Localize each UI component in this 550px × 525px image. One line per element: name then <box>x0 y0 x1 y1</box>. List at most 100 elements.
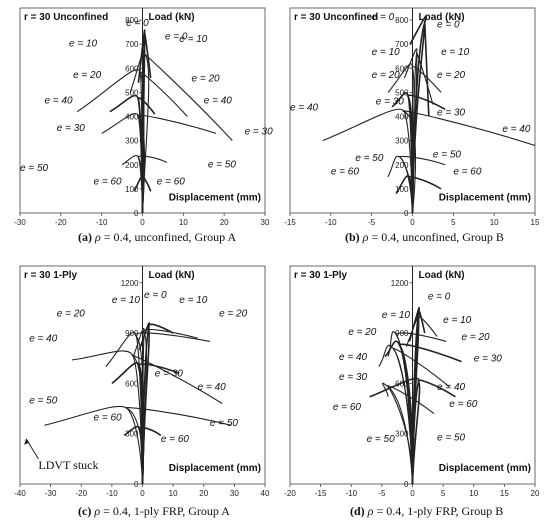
chart-panel-c: -40 -30 -20 -10 0 10 20 30 40 0 300 600 900 1200 r = 3… <box>14 258 280 498</box>
curve-label: e = 60 <box>333 402 362 413</box>
y-axis-label: Load (kN) <box>419 12 465 23</box>
y-tick-label: 300 <box>395 137 409 146</box>
x-axis-label: Displacement (mm) <box>169 463 261 474</box>
x-tick-label: -10 <box>345 489 357 498</box>
x-tick-label: 10 <box>179 218 188 227</box>
curve-label: e = 30 <box>437 107 466 118</box>
y-tick-label: 0 <box>134 480 139 489</box>
x-tick-label: 40 <box>261 489 270 498</box>
curve-label: e = 20 <box>57 308 86 319</box>
chart-c: -40 -30 -20 -10 0 10 20 30 40 0 300 600 900 1200 r = 3… <box>14 265 270 498</box>
curve-label: e = 0 <box>437 19 460 30</box>
series-line <box>395 175 414 214</box>
series-line <box>402 110 536 214</box>
curve-label: e = 50 <box>210 418 239 429</box>
caption-a: (a) ρ = 0.4, unconfined, Group A <box>78 230 236 245</box>
caption-d-text: = 0.4, 1-ply FRP, Group B <box>373 504 504 518</box>
chart-panel-a: -30 -20 -10 0 10 20 30 0 100 200 300 400 500 600 700 80… <box>14 0 280 240</box>
curve-label: e = 10 <box>179 34 208 45</box>
series-line <box>378 344 414 485</box>
x-tick-label: 5 <box>441 489 446 498</box>
annotation-text: LDVT stuck <box>38 458 98 472</box>
series-line <box>141 328 198 485</box>
x-tick-label: 10 <box>169 489 178 498</box>
x-tick-label: 20 <box>220 218 229 227</box>
curve-label: e = 40 <box>339 352 368 363</box>
caption-c-symbol: ρ <box>94 504 101 518</box>
annotation-arrowhead <box>24 438 30 445</box>
x-tick-label: -10 <box>96 218 108 227</box>
x-tick-label: 20 <box>531 489 540 498</box>
curve-label: e = 10 <box>372 47 401 58</box>
curve-label: e = 30 <box>155 369 184 380</box>
curve-label: e = 0 <box>126 18 149 29</box>
y-tick-label: 100 <box>395 185 409 194</box>
chart-panel-d: -20 -15 -10 -5 0 5 10 15 20 0 300 600 900 1200 r = 30 … <box>284 258 550 498</box>
curve-label: e = 0 <box>165 31 188 42</box>
curve-label: e = 30 <box>339 372 368 383</box>
curve-label: e = 30 <box>57 123 86 134</box>
x-tick-label: 30 <box>230 489 239 498</box>
y-tick-label: 500 <box>395 88 409 97</box>
curve-label: e = 50 <box>355 153 384 164</box>
x-tick-label: -10 <box>325 218 337 227</box>
x-tick-label: 0 <box>410 218 415 227</box>
x-tick-label: 15 <box>531 218 540 227</box>
curve-label: e = 20 <box>192 74 221 85</box>
chart-b: -15 -10 -5 0 5 10 15 0 100 200 300 400 500 600 700 800 r… <box>284 7 540 227</box>
curve-label: e = 40 <box>29 333 58 344</box>
curve-label: e = 50 <box>437 432 466 443</box>
chart-title: r = 30 1-Ply <box>294 270 348 281</box>
curve-label: e = 60 <box>157 177 186 188</box>
x-tick-label: -15 <box>315 489 327 498</box>
caption-d-symbol: ρ <box>367 504 374 518</box>
chart-title: r = 30 1-Ply <box>24 270 78 281</box>
curve-label: e = 40 <box>437 382 466 393</box>
x-tick-label: -10 <box>106 489 118 498</box>
curve-label: e = 60 <box>94 177 123 188</box>
caption-a-letter: (a) <box>78 230 92 244</box>
series-line <box>393 348 450 485</box>
chart-panel-b: -15 -10 -5 0 5 10 15 0 100 200 300 400 500 600 700 800 r… <box>284 0 550 240</box>
x-tick-label: 0 <box>140 489 145 498</box>
series-line <box>137 114 217 214</box>
y-tick-label: 300 <box>125 430 139 439</box>
y-axis-label: Load (kN) <box>419 270 465 281</box>
chart-d: -20 -15 -10 -5 0 5 10 15 20 0 300 600 900 1200 r = 30 … <box>284 265 540 498</box>
curve-label: e = 10 <box>112 295 141 306</box>
y-tick-label: 0 <box>134 209 139 218</box>
series-line <box>407 175 442 214</box>
curve-label: e = 60 <box>331 166 360 177</box>
caption-c: (c) ρ = 0.4, 1-ply FRP, Group A <box>78 504 230 519</box>
series-line <box>129 49 146 214</box>
y-tick-label: 300 <box>395 430 409 439</box>
curve-label: e = 0 <box>144 290 167 301</box>
curve-label: e = 60 <box>449 399 478 410</box>
caption-c-text: = 0.4, 1-ply FRP, Group A <box>100 504 230 518</box>
y-tick-label: 400 <box>125 113 139 122</box>
series-line <box>407 94 446 214</box>
y-tick-label: 0 <box>404 480 409 489</box>
x-axis-label: Displacement (mm) <box>169 193 261 204</box>
x-tick-label: 10 <box>469 489 478 498</box>
y-tick-label: 700 <box>125 40 139 49</box>
curve-label: e = 50 <box>208 160 237 171</box>
caption-b: (b) ρ = 0.4, unconfined, Group B <box>345 230 504 245</box>
series-line <box>139 71 188 214</box>
y-tick-label: 600 <box>125 64 139 73</box>
curve-label: e = 30 <box>474 354 503 365</box>
series-line <box>411 379 456 485</box>
y-tick-label: 600 <box>395 379 409 388</box>
curve-label: e = 40 <box>290 103 319 114</box>
caption-d: (d) ρ = 0.4, 1-ply FRP, Group B <box>350 504 503 519</box>
curve-label: e = 20 <box>437 70 466 81</box>
curve-label: e = 40 <box>204 95 233 106</box>
curve-label: e = 10 <box>179 295 208 306</box>
caption-a-symbol: ρ <box>95 230 101 244</box>
curve-label: e = 40 <box>502 124 531 135</box>
curve-label: e = 20 <box>462 332 491 343</box>
chart-title: r = 30 Unconfined <box>24 12 108 23</box>
x-tick-label: -40 <box>14 489 26 498</box>
caption-b-symbol: ρ <box>362 230 369 244</box>
curve-label: e = 10 <box>69 39 98 50</box>
